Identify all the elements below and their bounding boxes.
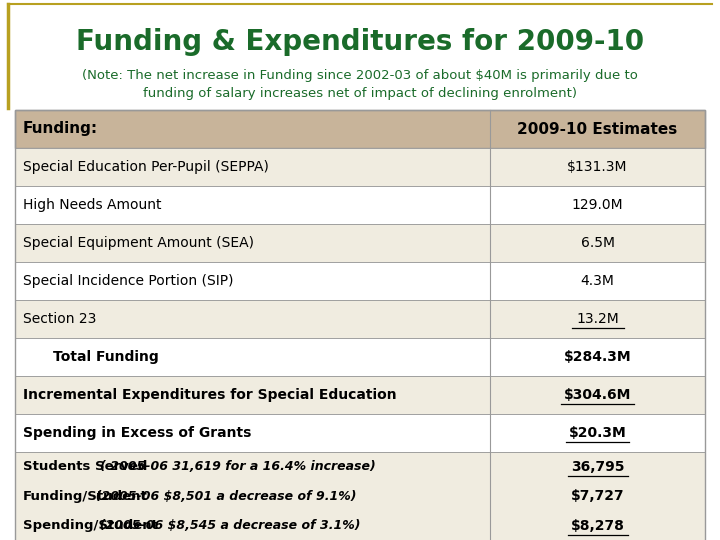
Text: funding of salary increases net of impact of declining enrolment): funding of salary increases net of impac… [143, 86, 577, 99]
Text: ( 2005-06 31,619 for a 16.4% increase): ( 2005-06 31,619 for a 16.4% increase) [86, 460, 375, 473]
Bar [15, 186, 705, 224]
Text: Incremental Expenditures for Special Education: Incremental Expenditures for Special Edu… [23, 388, 397, 402]
Text: Special Education Per-Pupil (SEPPA): Special Education Per-Pupil (SEPPA) [23, 160, 269, 174]
Bar [15, 262, 705, 300]
Bar [15, 338, 705, 376]
Text: 13.2M: 13.2M [576, 312, 619, 326]
Text: $8,278: $8,278 [570, 519, 624, 533]
Text: Spending/Student: Spending/Student [23, 519, 158, 532]
Text: $131.3M: $131.3M [567, 160, 628, 174]
Text: (2005-06 $8,501 a decrease of 9.1%): (2005-06 $8,501 a decrease of 9.1%) [86, 490, 356, 503]
Text: Spending in Excess of Grants: Spending in Excess of Grants [23, 426, 251, 440]
Bar [15, 224, 705, 262]
Text: Special Incidence Portion (SIP): Special Incidence Portion (SIP) [23, 274, 233, 288]
Text: (2005-06 $8,545 a decrease of 3.1%): (2005-06 $8,545 a decrease of 3.1%) [91, 519, 360, 532]
Text: 4.3M: 4.3M [580, 274, 614, 288]
Text: (Note: The net increase in Funding since 2002-03 of about $40M is primarily due : (Note: The net increase in Funding since… [82, 69, 638, 82]
Text: High Needs Amount: High Needs Amount [23, 198, 161, 212]
Text: 6.5M: 6.5M [580, 236, 614, 250]
Text: Special Equipment Amount (SEA): Special Equipment Amount (SEA) [23, 236, 254, 250]
Text: $284.3M: $284.3M [564, 350, 631, 364]
Text: Funding:: Funding: [23, 122, 98, 137]
Bar [15, 414, 705, 452]
Text: Section 23: Section 23 [23, 312, 96, 326]
Text: 2009-10 Estimates: 2009-10 Estimates [518, 122, 678, 137]
Bar [15, 110, 705, 148]
Bar [15, 148, 705, 186]
Bar [15, 452, 705, 540]
Text: Total Funding: Total Funding [53, 350, 158, 364]
Text: Students Served: Students Served [23, 460, 148, 473]
Text: Funding/Student: Funding/Student [23, 490, 148, 503]
Text: 36,795: 36,795 [571, 460, 624, 474]
Text: $20.3M: $20.3M [569, 426, 626, 440]
Text: Funding & Expenditures for 2009-10: Funding & Expenditures for 2009-10 [76, 28, 644, 56]
Bar [15, 376, 705, 414]
Bar [15, 300, 705, 338]
Text: $7,727: $7,727 [571, 489, 624, 503]
Text: $304.6M: $304.6M [564, 388, 631, 402]
Text: 129.0M: 129.0M [572, 198, 624, 212]
Bar [15, 110, 705, 540]
